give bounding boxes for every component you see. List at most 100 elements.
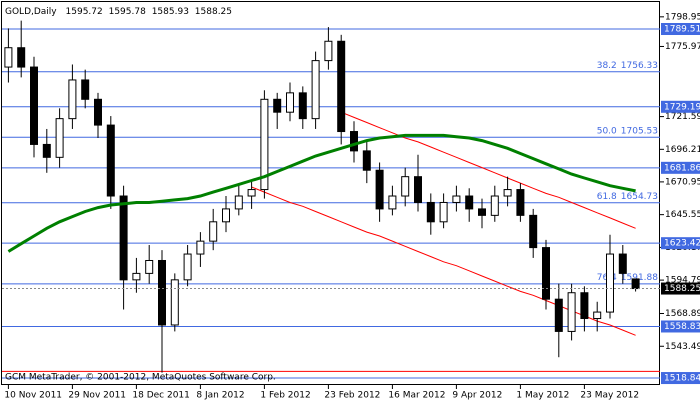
level-label: 1623.42 (664, 239, 700, 249)
candle-body (375, 169, 384, 210)
candle-body (183, 253, 192, 281)
fibo-label: 50.0 1705.53 (597, 126, 658, 136)
x-tick-label: 9 Apr 2012 (452, 391, 502, 401)
candle-body (362, 150, 371, 171)
y-tick-label: 1594.79 (665, 276, 700, 286)
x-tick-label: 23 May 2012 (580, 391, 639, 401)
y-tick-label: 1670.95 (665, 177, 700, 187)
candle-body (222, 208, 230, 223)
candle-body (567, 292, 576, 332)
candle-body (478, 208, 486, 216)
level-label: 1558.83 (664, 322, 700, 332)
fibo-price: 1591.88 (621, 272, 658, 282)
level-box (661, 100, 700, 113)
candle-body (55, 118, 64, 158)
footer: GCM MetaTrader, © 2001-2012, MetaQuotes … (5, 373, 276, 383)
level-label: 1681.86 (664, 163, 700, 173)
y-tick-label: 1543.49 (665, 342, 700, 352)
y-tick-label: 1645.55 (665, 210, 700, 220)
candle-body (529, 214, 538, 249)
candle-body (490, 195, 499, 216)
candle-body (81, 79, 90, 100)
level-box (661, 372, 700, 385)
y-tick-label: 1696.21 (665, 145, 700, 155)
trend-line (341, 111, 636, 229)
x-tick-label: 23 Feb 2012 (324, 391, 380, 401)
candle-body (30, 66, 38, 145)
fibo-label: 61.8 1654.73 (597, 191, 658, 201)
chart-header: GOLD,Daily 1595.72 1595.78 1585.93 1588.… (5, 7, 232, 17)
x-tick-label: 10 Nov 2011 (4, 391, 62, 401)
candle-body (426, 201, 435, 223)
candle-body (119, 195, 128, 281)
candle-body (158, 259, 166, 326)
y-tick-label: 1568.89 (665, 309, 700, 319)
level-label: 1789.51 (664, 25, 700, 35)
candle-body (516, 189, 525, 216)
fibo-level: 50.0 (597, 126, 617, 136)
candle-body (350, 131, 358, 152)
candle-body (247, 189, 256, 197)
candle-body (439, 201, 448, 223)
last-price-label: 1588.25 (664, 284, 700, 294)
candle-body (388, 195, 397, 210)
last-price-box (661, 282, 700, 295)
x-tick-label: 1 Feb 2012 (260, 391, 310, 401)
fibo-label: 76.41591.88 (597, 272, 659, 282)
candle-body (324, 40, 333, 62)
level-box (661, 237, 700, 250)
fibo-price: 1756.33 (621, 60, 658, 70)
level-label: 1518.84 (664, 374, 700, 384)
y-tick-label: 1721.59 (665, 112, 700, 122)
x-tick-label: 8 Jan 2012 (196, 391, 244, 401)
candle-body (298, 92, 307, 120)
symbol: GOLD,Daily (5, 7, 57, 17)
fibo-level: 38.2 (597, 60, 617, 70)
moving-average (7, 133, 636, 253)
x-tick-label: 18 Dec 2011 (132, 391, 190, 401)
candle-body (337, 40, 346, 133)
candle-body (145, 259, 154, 274)
fibo-level: 61.8 (597, 191, 617, 201)
candle-body (503, 189, 512, 197)
candle-body (401, 176, 410, 197)
last-low: 1585.93 (152, 7, 189, 17)
y-tick-label: 1798.95 (665, 12, 700, 22)
candle-body (106, 124, 115, 197)
candle-body (593, 311, 602, 320)
candle-body (580, 292, 589, 320)
level-box (661, 320, 700, 333)
candle-body (311, 60, 320, 120)
candle-body (606, 253, 614, 313)
candle-body (234, 195, 243, 210)
candle-body (4, 47, 13, 68)
candle-body (42, 143, 51, 158)
candle-body (554, 298, 563, 332)
x-tick-label: 29 Nov 2011 (68, 391, 126, 401)
candle-body (452, 195, 461, 203)
y-tick-label: 1775.97 (665, 42, 700, 52)
candle-body (209, 221, 218, 242)
last-close: 1588.25 (195, 7, 232, 17)
candle-body (542, 247, 550, 300)
fibo-price: 1654.73 (621, 191, 658, 201)
level-box (661, 23, 700, 36)
level-box (661, 161, 700, 174)
level-label: 1729.19 (664, 102, 700, 112)
candle-body (631, 278, 640, 290)
candle-body (132, 272, 141, 281)
fibo-price: 1705.53 (621, 126, 658, 136)
candle-body (68, 79, 77, 120)
x-tick-label: 1 May 2012 (516, 391, 569, 401)
last-open: 1595.72 (66, 7, 103, 17)
candle-body (17, 47, 26, 68)
x-tick-label: 16 Mar 2012 (388, 391, 445, 401)
fibo-label: 38.2 1756.33 (597, 60, 658, 70)
candle-body (286, 92, 294, 113)
candle-body (414, 176, 422, 203)
candle-body (170, 279, 179, 326)
candle-body (94, 98, 102, 126)
candle-body (465, 195, 474, 210)
candle-body (196, 240, 205, 255)
